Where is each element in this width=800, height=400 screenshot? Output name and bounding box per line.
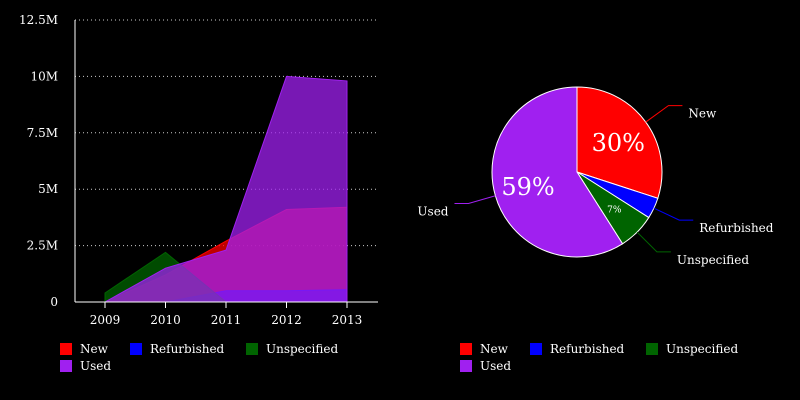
area-legend-swatch-new xyxy=(60,343,72,355)
pie-legend-label-used: Used xyxy=(480,359,512,373)
pie-legend-item-unspecified: Unspecified xyxy=(646,342,738,356)
pie-legend-label-unspecified: Unspecified xyxy=(666,342,739,356)
pie-callout-label-used: Used xyxy=(417,205,448,219)
pie-legend-item-refurbished: Refurbished xyxy=(530,342,624,356)
x-tick-label-2010: 2010 xyxy=(150,313,181,327)
x-tick-label-2012: 2012 xyxy=(271,313,302,327)
y-tick-label-5: 12.5M xyxy=(19,13,58,27)
area-ticks: 0 2.5M 5M 7.5M 10M 12.5M 2009 2010 2011 2012 2013 xyxy=(19,13,362,327)
area-legend-swatch-used xyxy=(60,360,72,372)
pie-labels: 30% 7% 59% xyxy=(501,129,645,215)
pie-callout-line-refurbished xyxy=(653,207,694,221)
y-tick-label-3: 7.5M xyxy=(27,126,58,140)
area-legend-swatch-unspecified xyxy=(246,343,258,355)
y-tick-label-4: 10M xyxy=(30,69,58,83)
pie-callout-line-unspecified xyxy=(636,231,671,253)
area-legend-label-unspecified: Unspecified xyxy=(266,342,339,356)
pie-legend-swatch-new xyxy=(460,343,472,355)
area-legend-item-unspecified: Unspecified xyxy=(246,342,338,356)
pie-callouts: New Refurbished Unspecified Used xyxy=(417,105,774,267)
area-legend-label-refurbished: Refurbished xyxy=(150,342,225,356)
area-legend-swatch-refurbished xyxy=(130,343,142,355)
pie-label-new: 30% xyxy=(592,129,645,157)
pie-callout-label-new: New xyxy=(688,107,717,121)
area-chart: 0 2.5M 5M 7.5M 10M 12.5M 2009 2010 2011 2012 2013 xyxy=(19,13,378,327)
y-tick-label-0: 0 xyxy=(50,295,58,309)
area-legend-item-new: New xyxy=(60,342,108,356)
x-tick-label-2011: 2011 xyxy=(211,313,242,327)
pie-legend-item-used: Used xyxy=(460,359,511,373)
pie-callout-line-new xyxy=(645,105,683,123)
pie-legend-label-refurbished: Refurbished xyxy=(550,342,625,356)
area-legend-label-new: New xyxy=(80,342,108,356)
pie-callout-label-unspecified: Unspecified xyxy=(677,253,749,267)
pie-legend-item-new: New xyxy=(460,342,508,356)
x-tick-label-2013: 2013 xyxy=(332,313,363,327)
area-series xyxy=(103,75,348,303)
pie-label-unspecified: 7% xyxy=(607,205,622,215)
pie-slice-new xyxy=(576,86,663,199)
pie-legend-swatch-used xyxy=(460,360,472,372)
pie-callout-label-refurbished: Refurbished xyxy=(699,221,774,235)
pie-chart: 30% 7% 59% New Refurbished Unspecified Used xyxy=(417,86,774,267)
pie-legend-swatch-refurbished xyxy=(530,343,542,355)
x-tick-label-2009: 2009 xyxy=(90,313,121,327)
y-tick-label-2: 5M xyxy=(38,182,58,196)
area-legend-label-used: Used xyxy=(80,359,112,373)
area-legend-item-refurbished: Refurbished xyxy=(130,342,224,356)
pie-slices xyxy=(491,86,663,258)
y-tick-label-1: 2.5M xyxy=(27,239,58,253)
pie-callout-line-used xyxy=(454,195,496,205)
area-legend-item-used: Used xyxy=(60,359,111,373)
pie-legend-label-new: New xyxy=(480,342,508,356)
pie-label-used: 59% xyxy=(501,173,554,201)
pie-legend-swatch-unspecified xyxy=(646,343,658,355)
